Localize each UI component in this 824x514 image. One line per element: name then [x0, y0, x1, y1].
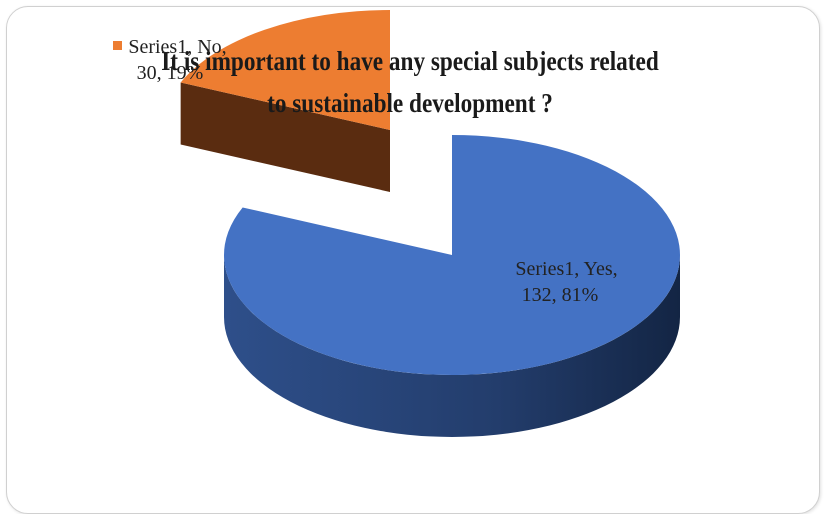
pie-side-yes: [224, 255, 680, 437]
pie-top-no: [180, 10, 390, 130]
data-label-no: Series1, No, 30, 19%: [80, 34, 260, 86]
data-label-yes-line1: Series1, Yes,: [515, 258, 618, 280]
data-label-yes: Series1, Yes, 132, 81%: [460, 256, 660, 308]
data-label-no-line1: Series1, No,: [128, 36, 227, 58]
pie-cut-face-no: [180, 82, 390, 192]
data-label-yes-line2: 132, 81%: [521, 284, 599, 306]
legend-marker-yes: [502, 264, 510, 271]
chart-title: It is important to have any special subj…: [161, 46, 659, 118]
pie-slice-yes: [223, 135, 680, 437]
legend-marker-no: [113, 41, 123, 50]
pie-top-yes: [223, 135, 680, 375]
data-label-no-line2: 30, 19%: [136, 62, 204, 84]
pie-slice-no: [180, 10, 390, 192]
